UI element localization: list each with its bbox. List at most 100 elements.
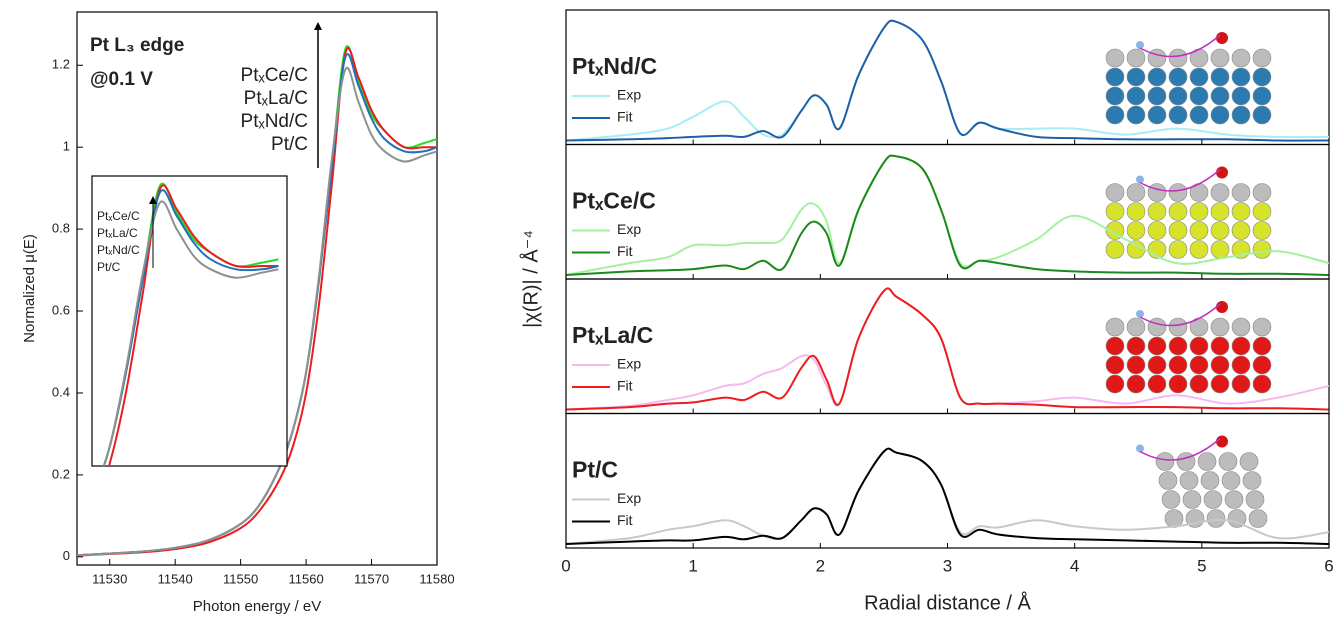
panel-curves (566, 287, 1329, 411)
atom (1227, 509, 1247, 528)
atom (1231, 221, 1251, 240)
atom (1252, 355, 1272, 375)
atom (1252, 183, 1272, 202)
x-tick-label: 3 (943, 556, 952, 575)
atom (1210, 317, 1230, 337)
atom (1231, 67, 1251, 87)
atom (1105, 355, 1125, 375)
inset-curves (102, 182, 279, 466)
atom (1168, 202, 1188, 221)
series-line (77, 47, 437, 557)
atom (1147, 355, 1167, 375)
atom (1147, 67, 1167, 87)
atom (1206, 509, 1226, 528)
atom (1210, 202, 1230, 221)
series-line (566, 447, 1329, 545)
atom (1252, 221, 1272, 240)
adsorbate (1216, 32, 1228, 44)
atom (1147, 86, 1167, 106)
x-tick-label: 11580 (419, 571, 454, 586)
atom (1164, 509, 1184, 528)
atom (1168, 67, 1188, 87)
panel-label: PtₓNd/C (572, 53, 657, 79)
atom (1126, 105, 1146, 125)
atom (1126, 336, 1146, 356)
inset-legend-label: Pt/C (97, 260, 121, 274)
legend-label: PtₓLa/C (244, 88, 308, 109)
atom (1105, 183, 1125, 202)
panel-label: Pt/C (572, 457, 618, 483)
series-line (566, 287, 1329, 411)
atom (1168, 221, 1188, 240)
atom (1252, 374, 1272, 394)
atom (1105, 336, 1125, 356)
inset-legend-label: PtₓLa/C (97, 226, 138, 240)
panel-label: PtₓLa/C (572, 322, 653, 348)
x-tick-label: 11530 (92, 571, 127, 586)
inset-line (107, 184, 279, 466)
atom (1105, 48, 1125, 68)
atom (1210, 183, 1230, 202)
atom (1231, 86, 1251, 106)
atom (1231, 374, 1251, 394)
atom (1203, 490, 1223, 509)
inset-legend-label: PtₓCe/C (97, 209, 140, 223)
panel-curves (566, 447, 1329, 545)
atom (1105, 240, 1125, 259)
atom (1126, 374, 1146, 394)
adsorbate (1216, 435, 1228, 448)
atom (1147, 317, 1167, 337)
main-curves (77, 45, 437, 557)
atom (1221, 471, 1241, 490)
x-tick-label: 11570 (354, 571, 389, 586)
x-tick-label: 5 (1197, 556, 1206, 575)
atom (1105, 202, 1125, 221)
x-tick-label: 11540 (158, 571, 193, 586)
series-line (77, 66, 437, 557)
legend-label: Exp (617, 490, 641, 506)
atom (1231, 336, 1251, 356)
atom (1126, 67, 1146, 87)
atom (1126, 355, 1146, 375)
atom (1189, 374, 1209, 394)
atom (1168, 48, 1188, 68)
atom (1147, 48, 1167, 68)
particle-icon (1105, 301, 1272, 394)
legend-label: Exp (617, 356, 641, 372)
x-tick-label: 6 (1324, 556, 1333, 575)
arrow-head (149, 196, 157, 204)
atom (1231, 355, 1251, 375)
reaction-arrow (1139, 168, 1221, 192)
atom (1210, 86, 1230, 106)
x-tick-label: 11550 (223, 571, 258, 586)
atom (1252, 48, 1272, 68)
atom (1231, 202, 1251, 221)
atom (1245, 490, 1265, 509)
atom (1105, 67, 1125, 87)
atom (1218, 452, 1238, 471)
inset-line (102, 200, 279, 466)
y-tick-label: 1.2 (52, 57, 70, 72)
particle-icon (1105, 166, 1272, 259)
x-tick-label: 2 (816, 556, 825, 575)
atom (1168, 355, 1188, 375)
atom (1126, 86, 1146, 106)
atom (1210, 355, 1230, 375)
x-axis-label: Photon energy / eV (193, 598, 321, 615)
atom (1210, 336, 1230, 356)
atom (1147, 183, 1167, 202)
atom (1197, 452, 1217, 471)
atom (1189, 355, 1209, 375)
atom (1231, 183, 1251, 202)
particle-icon (1105, 32, 1272, 125)
atom (1239, 452, 1259, 471)
atom (1189, 105, 1209, 125)
atom (1182, 490, 1202, 509)
atom (1189, 67, 1209, 87)
atom (1147, 202, 1167, 221)
atom (1126, 221, 1146, 240)
legend-label: Exp (617, 221, 641, 237)
atom (1224, 490, 1244, 509)
atom (1168, 183, 1188, 202)
y-axis-label: Normalized μ(E) (21, 234, 38, 343)
